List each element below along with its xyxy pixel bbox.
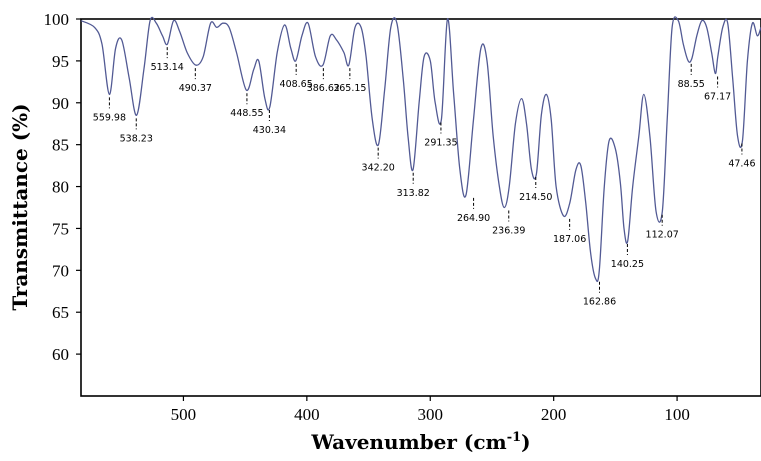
- peak-annotation: 67.17: [704, 76, 731, 102]
- peak-annotation: 386.62: [307, 68, 340, 94]
- x-axis-title-main: Wavenumber (cm: [310, 430, 506, 454]
- x-tick-label: 100: [664, 405, 690, 424]
- peak-annotation: 214.50: [519, 176, 552, 203]
- y-tick-label: 90: [52, 94, 69, 113]
- peak-label: 513.14: [151, 62, 184, 73]
- peak-annotation: 47.46: [728, 143, 756, 169]
- y-tick-label: 80: [52, 178, 69, 197]
- x-tick-label: 500: [171, 405, 197, 424]
- y-tick-label: 65: [52, 303, 69, 322]
- peak-label: 342.20: [362, 163, 395, 174]
- y-axis-title: Transmittance (%): [8, 103, 32, 310]
- peak-label: 559.98: [93, 112, 126, 123]
- peak-label: 88.55: [678, 79, 705, 90]
- peak-annotation: 448.55: [230, 93, 264, 119]
- peak-annotation: 140.25: [611, 244, 644, 270]
- peak-annotation: 490.37: [179, 68, 212, 94]
- peak-annotation: 313.82: [397, 172, 430, 199]
- peak-annotation: 264.90: [457, 197, 490, 224]
- peak-label: 365.15: [333, 83, 366, 94]
- peak-annotation: 236.39: [492, 210, 525, 237]
- y-axis-ticks: 100 95 90 85 80 75 70 65 60: [44, 10, 81, 364]
- peak-label: 538.23: [120, 133, 153, 144]
- peak-label: 112.07: [646, 230, 679, 241]
- peak-label: 236.39: [492, 226, 525, 237]
- spectrum-line: [80, 16, 761, 282]
- peak-label: 162.86: [583, 297, 616, 308]
- peak-annotation: 513.14: [151, 47, 184, 73]
- peak-annotation: 559.98: [93, 97, 126, 123]
- peak-label: 313.82: [397, 188, 430, 199]
- peak-annotation: 112.07: [646, 214, 679, 241]
- peak-annotation: 291.35: [424, 122, 458, 149]
- y-tick-label: 100: [44, 10, 70, 29]
- peak-label: 448.55: [230, 108, 263, 119]
- peak-annotation: 408.65: [280, 63, 313, 90]
- peak-label: 140.25: [611, 259, 644, 270]
- peak-label: 67.17: [704, 91, 731, 102]
- y-tick-label: 60: [52, 345, 69, 364]
- x-axis-title-superscript: -1: [507, 430, 521, 445]
- y-tick-label: 85: [52, 136, 69, 155]
- peak-annotation: 88.55: [678, 63, 705, 90]
- x-axis-ticks: 500 400 300 200 100: [171, 396, 690, 424]
- peak-label: 490.37: [179, 83, 212, 94]
- peak-annotations: 559.98 538.23 513.14 490.37 448.55 430.34 408.…: [93, 47, 756, 308]
- peak-annotation: 365.15: [333, 68, 366, 94]
- peak-label: 408.65: [280, 79, 313, 90]
- peak-label: 291.35: [424, 138, 457, 149]
- peak-label: 214.50: [519, 192, 552, 203]
- peak-label: 187.06: [553, 234, 586, 245]
- peak-annotation: 162.86: [583, 281, 616, 308]
- peak-annotation: 187.06: [553, 218, 586, 245]
- peak-annotation: 342.20: [362, 147, 395, 174]
- y-tick-label: 75: [52, 219, 69, 238]
- y-tick-label: 70: [52, 261, 69, 280]
- y-tick-label: 95: [52, 52, 69, 71]
- peak-label: 430.34: [253, 125, 286, 136]
- x-axis-title-close: ): [521, 430, 530, 454]
- x-axis-title: Wavenumber (cm-1): [310, 430, 530, 454]
- peak-annotation: 538.23: [120, 118, 153, 144]
- peak-label: 264.90: [457, 213, 490, 224]
- peak-annotation: 430.34: [253, 109, 286, 136]
- plot-frame: [80, 18, 761, 397]
- peak-label: 47.46: [728, 158, 755, 169]
- x-tick-label: 200: [541, 405, 567, 424]
- x-tick-label: 300: [418, 405, 444, 424]
- x-tick-label: 400: [294, 405, 320, 424]
- peak-label: 386.62: [307, 83, 340, 94]
